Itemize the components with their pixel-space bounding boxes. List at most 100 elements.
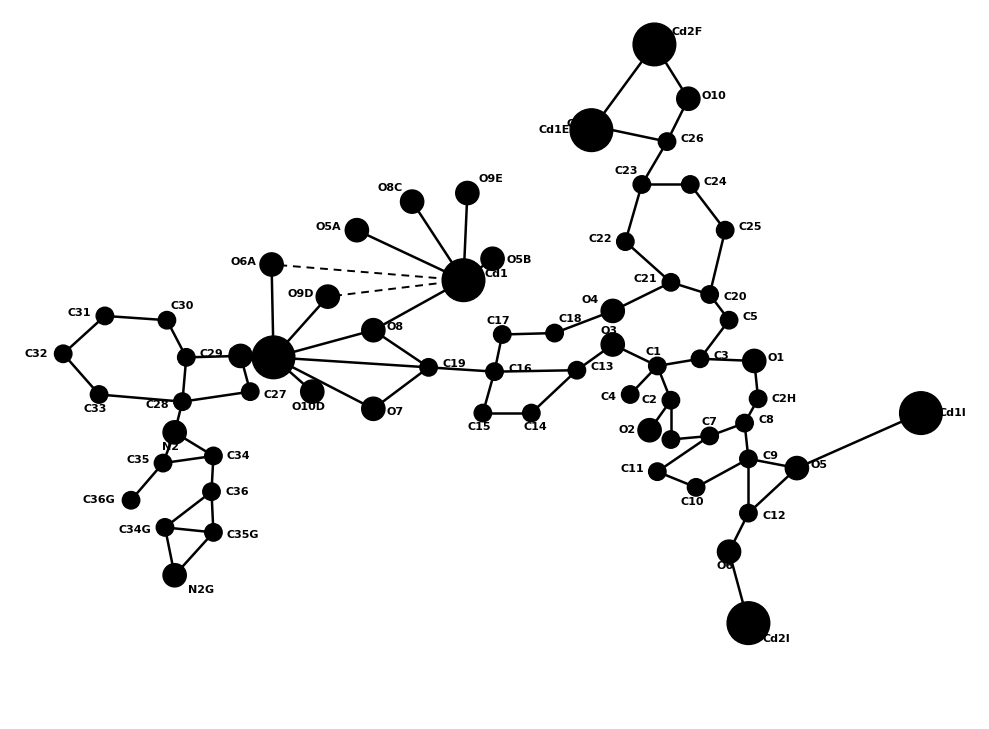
- Ellipse shape: [163, 564, 186, 587]
- Text: O9D: O9D: [288, 289, 315, 299]
- Text: C2H: C2H: [771, 394, 797, 404]
- Text: C29: C29: [200, 349, 224, 359]
- Text: O6A: O6A: [230, 257, 256, 267]
- Text: N2G: N2G: [188, 585, 215, 595]
- Ellipse shape: [456, 182, 479, 205]
- Text: C25: C25: [739, 222, 763, 233]
- Text: C35: C35: [126, 455, 149, 465]
- Ellipse shape: [727, 602, 769, 644]
- Text: C5: C5: [743, 312, 759, 322]
- Text: C30: C30: [171, 301, 194, 311]
- Text: O8: O8: [387, 322, 405, 332]
- Text: Cd1: Cd1: [485, 270, 508, 279]
- Text: C21: C21: [634, 275, 658, 284]
- Text: C6: C6: [641, 432, 658, 442]
- Text: Cd2: Cd2: [228, 347, 252, 356]
- Ellipse shape: [90, 386, 108, 403]
- Text: C14: C14: [523, 422, 547, 432]
- Ellipse shape: [203, 483, 221, 500]
- Text: C24: C24: [704, 176, 728, 187]
- Ellipse shape: [345, 219, 369, 242]
- Text: N1: N1: [254, 348, 271, 358]
- Ellipse shape: [649, 463, 666, 480]
- Text: C7: C7: [702, 417, 718, 426]
- Text: C17: C17: [487, 316, 510, 326]
- Text: C16: C16: [508, 364, 532, 374]
- Ellipse shape: [481, 247, 504, 270]
- Ellipse shape: [163, 421, 186, 444]
- Text: Cd1I: Cd1I: [939, 408, 966, 418]
- Text: C33: C33: [83, 404, 107, 414]
- Text: C4: C4: [600, 392, 616, 402]
- Ellipse shape: [701, 286, 718, 303]
- Ellipse shape: [681, 176, 699, 193]
- Ellipse shape: [158, 311, 176, 329]
- Text: Cd2F: Cd2F: [672, 27, 703, 37]
- Ellipse shape: [420, 359, 437, 376]
- Ellipse shape: [546, 324, 564, 342]
- Text: O7: O7: [387, 407, 405, 417]
- Ellipse shape: [785, 456, 809, 480]
- Text: C22: C22: [588, 234, 612, 243]
- Ellipse shape: [638, 418, 662, 442]
- Ellipse shape: [687, 479, 705, 496]
- Ellipse shape: [743, 349, 765, 373]
- Ellipse shape: [633, 23, 675, 66]
- Ellipse shape: [717, 540, 741, 564]
- Text: C23: C23: [614, 166, 638, 176]
- Text: C20: C20: [723, 292, 747, 303]
- Ellipse shape: [900, 391, 943, 434]
- Ellipse shape: [205, 447, 223, 464]
- Ellipse shape: [205, 523, 223, 541]
- Text: C34G: C34G: [119, 526, 151, 535]
- Ellipse shape: [633, 176, 651, 193]
- Text: O10: O10: [702, 91, 727, 101]
- Text: C11: C11: [620, 464, 644, 474]
- Text: Cd2I: Cd2I: [763, 634, 791, 644]
- Text: O8C: O8C: [377, 183, 403, 193]
- Ellipse shape: [401, 190, 423, 214]
- Ellipse shape: [621, 386, 639, 403]
- Ellipse shape: [156, 518, 174, 536]
- Text: C34: C34: [227, 451, 250, 461]
- Text: O2: O2: [619, 425, 636, 435]
- Ellipse shape: [676, 87, 700, 110]
- Ellipse shape: [154, 454, 172, 472]
- Text: C9: C9: [762, 451, 778, 461]
- Ellipse shape: [740, 450, 758, 467]
- Ellipse shape: [486, 363, 503, 381]
- Text: C19: C19: [442, 359, 466, 370]
- Ellipse shape: [587, 116, 611, 139]
- Ellipse shape: [568, 362, 585, 379]
- Ellipse shape: [474, 405, 492, 422]
- Ellipse shape: [123, 491, 139, 509]
- Text: O9: O9: [567, 120, 584, 130]
- Ellipse shape: [691, 350, 709, 367]
- Text: C28: C28: [145, 399, 169, 410]
- Ellipse shape: [522, 405, 540, 422]
- Ellipse shape: [740, 504, 758, 522]
- Ellipse shape: [663, 431, 679, 448]
- Ellipse shape: [96, 307, 114, 324]
- Text: O6: O6: [717, 561, 734, 571]
- Text: C12: C12: [762, 511, 785, 521]
- Text: C32: C32: [24, 348, 47, 359]
- Text: C26: C26: [680, 133, 704, 144]
- Ellipse shape: [252, 336, 295, 378]
- Ellipse shape: [601, 333, 624, 356]
- Ellipse shape: [663, 391, 679, 409]
- Ellipse shape: [601, 300, 624, 322]
- Ellipse shape: [720, 311, 738, 329]
- Ellipse shape: [228, 344, 252, 367]
- Text: C3: C3: [713, 351, 729, 361]
- Ellipse shape: [301, 380, 324, 403]
- Ellipse shape: [616, 233, 634, 250]
- Ellipse shape: [316, 285, 339, 308]
- Text: C10: C10: [680, 496, 704, 507]
- Text: C36G: C36G: [83, 495, 116, 505]
- Text: C1: C1: [646, 347, 662, 357]
- Ellipse shape: [362, 319, 385, 342]
- Ellipse shape: [260, 253, 283, 276]
- Ellipse shape: [241, 383, 259, 400]
- Ellipse shape: [649, 357, 666, 375]
